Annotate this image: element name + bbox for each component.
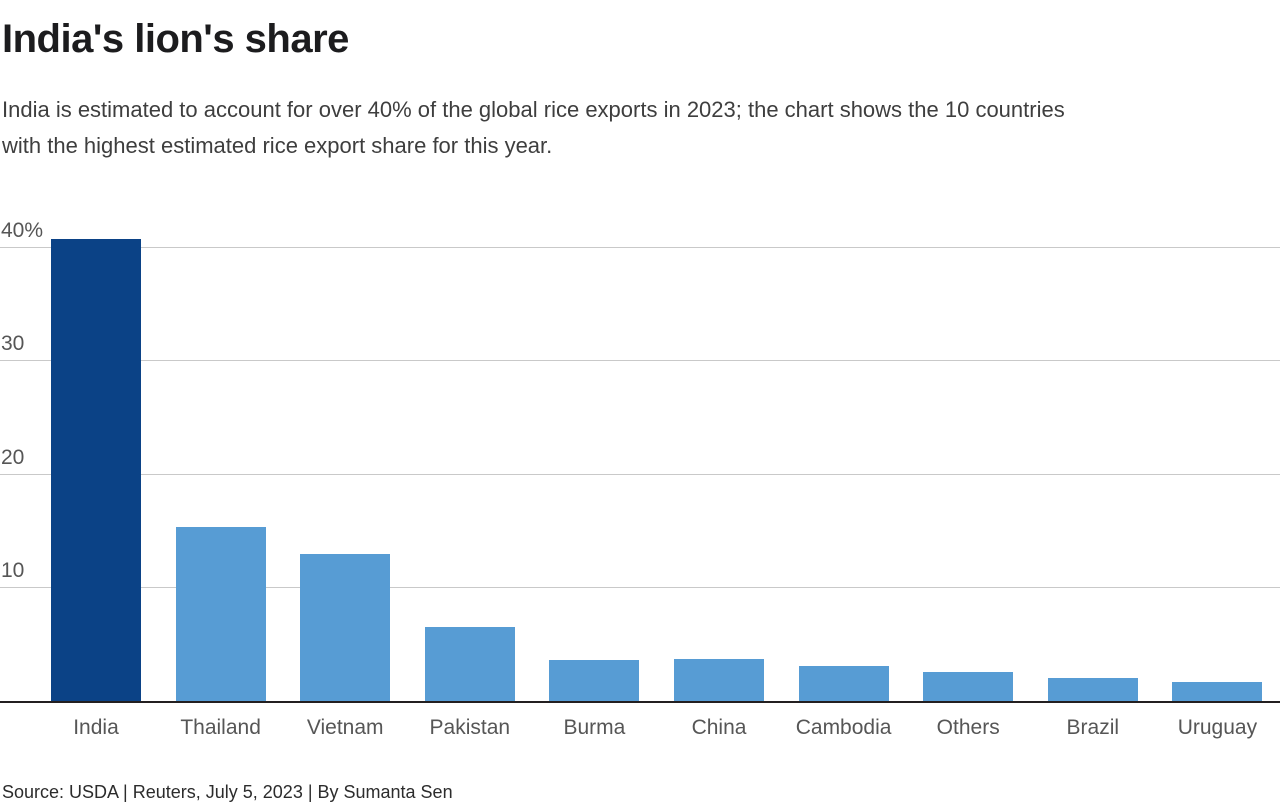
x-axis-labels: India Thailand Vietnam Pakistan Burma China Ca… <box>0 703 1280 743</box>
x-axis-label: India <box>73 716 119 739</box>
bar-chart: 10 20 30 40% India Thailand Vietnam Pakistan Bu… <box>0 220 1280 758</box>
y-tick-label: 40% <box>1 219 44 242</box>
chart-subtitle-line-2: with the highest estimated rice export s… <box>2 133 553 158</box>
y-tick-label: 10 <box>1 558 25 582</box>
chart-subtitle: India is estimated to account for over 4… <box>2 92 1274 164</box>
bar-others <box>923 671 1014 701</box>
bar-uruguay <box>1172 681 1263 701</box>
gridline <box>0 586 1280 588</box>
x-axis-label: Brazil <box>1066 716 1120 739</box>
bar-pakistan <box>424 627 515 701</box>
x-axis-label: Cambodia <box>795 716 892 739</box>
y-tick-label: 20 <box>1 445 25 469</box>
x-axis-label: China <box>691 716 747 739</box>
bar-cambodia <box>798 665 889 701</box>
bar-brazil <box>1047 678 1138 701</box>
chart-subtitle-line-1: India is estimated to account for over 4… <box>2 97 1065 122</box>
bar-india <box>51 238 141 701</box>
chart-title: India's lion's share <box>2 17 349 61</box>
x-axis-label: Vietnam <box>306 716 384 739</box>
x-axis-label: Others <box>936 716 1000 739</box>
source-note: Source: USDA | Reuters, July 5, 2023 | B… <box>2 782 453 802</box>
x-axis-label: Thailand <box>180 716 261 739</box>
y-tick-label: 30 <box>1 332 25 356</box>
x-axis-label: Burma <box>563 716 626 739</box>
bar-vietnam <box>300 553 391 701</box>
x-axis-label: Pakistan <box>429 716 511 739</box>
bar-thailand <box>175 526 266 701</box>
gridline <box>0 473 1280 475</box>
plot-area: 10 20 30 40% <box>0 220 1280 703</box>
gridline <box>0 247 1280 248</box>
gridline <box>0 360 1280 362</box>
bar-burma <box>549 660 640 701</box>
x-axis-label: Uruguay <box>1177 716 1258 739</box>
bar-china <box>674 659 764 701</box>
